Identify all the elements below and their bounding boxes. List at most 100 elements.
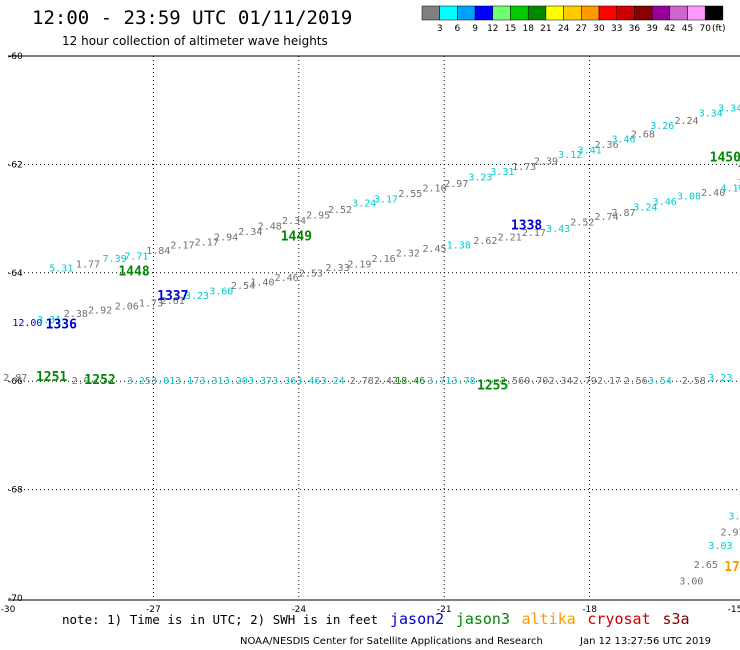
legend-swatch [510,5,529,21]
wave-height-point: 2.24 [674,116,698,127]
wave-height-point: 3.43 [546,224,570,235]
wave-height-point: 3.41 [578,146,602,157]
legend-tick-label: 39 [646,24,658,34]
wave-height-point: 2.81 [737,159,740,170]
x-tick-label: -27 [146,605,161,615]
wave-height-point: 3.08 [677,192,701,203]
wave-height-point: 3.23 [469,173,493,184]
wave-height-point: 2.62 [473,236,497,247]
satellite-name: jason2 [390,610,444,628]
wave-height-point: 2.68 [631,129,655,140]
pass-number-label: 1251 [36,370,67,385]
wave-height-point: 1.38 [447,240,471,251]
wave-height-point: 3.17 [374,194,398,205]
legend-swatch [439,5,458,21]
satellite-legend: jason2 jason3 altika cryosat s3a [390,610,690,628]
legend-swatch [616,5,635,21]
wave-height-point: 3.54 [648,376,672,387]
satellite-pass-labels: 1336 1337 1338 1448 1449 1450 1251 1252 1255 1728 [36,151,740,575]
wave-height-point: 2.42 [374,376,398,387]
legend-tick-label: 12 [487,24,498,34]
wave-height-point: 3.24 [321,376,345,387]
wave-height-point: 7.71 [124,251,148,262]
wave-height-point: 2.32 [396,249,420,260]
wave-height-point: 3.31 [490,167,514,178]
y-tick-label: -66 [8,377,23,387]
wave-height-point: 2.38 [64,309,88,320]
pass-number-label: 1338 [511,218,542,233]
legend-tick-label: 15 [505,24,516,34]
wave-height-point: 2.94 [214,232,238,243]
chart-subtitle: 12 hour collection of altimeter wave hei… [62,34,328,48]
wave-height-point: 3.46 [653,197,677,208]
wave-height-point: 2.95 [306,211,330,222]
pass-number-label: 1337 [157,289,188,304]
legend-tick-label: 24 [558,24,570,34]
wave-height-point: 2.19 [347,259,371,270]
wave-height-point: 2.55 [398,189,422,200]
x-tick-label: -18 [582,605,597,615]
satellite-name: jason3 [456,610,510,628]
y-tick-label: -68 [8,486,23,496]
legend-tick-label: 36 [629,24,641,34]
satellite-name: cryosat [587,610,650,628]
wave-height-point: 3.23 [708,373,732,384]
wave-height-point: 3.34 [718,103,740,114]
wave-height-point: 2.78 [350,376,374,387]
wave-height-point: 1.77 [76,259,100,270]
wave-height-point: 4.10 [721,184,740,195]
x-tick-label: -15 [728,605,740,615]
wave-height-point: 2.54 [231,281,255,292]
wave-height-point: 2.97 [444,179,468,190]
wave-height-point: 2.87 [611,208,635,219]
legend-swatch [687,5,706,21]
wave-height-point: 2.16 [372,254,396,265]
wave-height-point: 2.17 [195,238,219,249]
wave-height-point: 2.17 [522,228,546,239]
pass-number-label: 1448 [118,265,149,280]
wave-height-point: 2.56 [500,376,524,387]
pass-number-label: 1450 [710,151,740,166]
wave-height-point: 2.65 [694,560,718,571]
wave-height-point: 3.00 [679,576,703,587]
y-tick-label: -64 [8,269,23,279]
legend-swatch [651,5,671,21]
wave-height-point: 2.97 [721,528,740,539]
y-tick-label: -70 [8,594,23,604]
legend-swatch [457,5,476,21]
wave-height-point: 3.01 [151,376,175,387]
legend-tick-label: 27 [576,24,587,34]
axis-tick-labels: -60 -62 -64 -66 -68 -70-30 -27 -24 -21 -18 -15 [1,52,740,615]
wave-height-point: 2.52 [328,205,352,216]
wave-height-point: 1.73 [139,298,163,309]
wave-height-point: 2.56 [624,376,648,387]
wave-height-point: 3.60 [209,286,233,297]
legend-tick-label: 45 [682,24,693,34]
wave-height-point: 2.87 [3,373,27,384]
plot-grid [8,56,740,600]
wave-height-point: 18.46 [395,376,425,387]
legend-swatch [704,5,724,21]
footer-note: note: 1) Time is in UTC; 2) SWH is in fe… [62,612,378,627]
legend-tick-label: 42 [664,24,675,34]
x-tick-label: -21 [437,605,452,615]
wave-height-point: 2.34 [548,376,572,387]
wave-height-point: 2.46 [275,273,299,284]
wave-height-point: 3.34 [699,109,723,120]
wave-height-point: 0.70 [524,376,548,387]
legend-tick-label: 33 [611,24,622,34]
legend-swatch [545,5,564,21]
wave-height-point: 2.92 [88,305,112,316]
legend-swatch [669,5,688,21]
wave-height-color-legend: 3 6 9 12 15 18 21 24 27 30 33 36 39 42 45 70 [421,5,724,34]
wave-height-point: 2.40 [701,188,725,199]
footer-timestamp: Jan 12 13:27:56 UTC 2019 [579,636,711,647]
footer-credit: NOAA/NESDIS Center for Satellite Applica… [240,636,543,647]
chart-title: 12:00 - 23:59 UTC 01/11/2019 [32,7,352,29]
wave-height-point: 2.17 [597,376,621,387]
wave-height-point: 2.61 [161,296,185,307]
wave-height-point: 3.12 [558,150,582,161]
pass-number-label: 1449 [281,229,312,244]
wave-height-point: 3.1 [728,511,740,522]
wave-height-point: 2.21 [498,232,522,243]
